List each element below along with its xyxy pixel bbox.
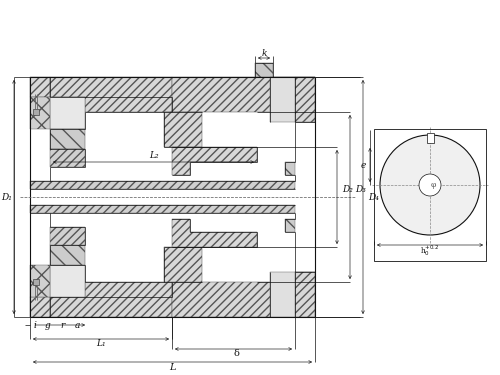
Text: a: a: [74, 321, 80, 330]
Text: i: i: [34, 321, 36, 330]
Polygon shape: [50, 97, 85, 129]
Polygon shape: [30, 205, 295, 213]
Polygon shape: [30, 97, 50, 129]
Polygon shape: [30, 149, 85, 245]
Polygon shape: [285, 162, 295, 175]
Text: D₃: D₃: [355, 184, 366, 194]
Text: D₄: D₄: [368, 192, 379, 201]
Polygon shape: [270, 77, 295, 122]
Text: L₂: L₂: [148, 150, 158, 159]
Text: g: g: [45, 321, 51, 330]
Circle shape: [419, 174, 441, 196]
Text: h$^{+0.2}_{0}$: h$^{+0.2}_{0}$: [420, 243, 440, 258]
Text: φ: φ: [430, 181, 436, 189]
Polygon shape: [255, 63, 273, 77]
Bar: [33, 279, 39, 285]
Polygon shape: [164, 247, 202, 282]
Polygon shape: [50, 149, 85, 167]
Polygon shape: [285, 219, 295, 232]
Polygon shape: [50, 282, 172, 317]
Polygon shape: [172, 272, 315, 317]
Polygon shape: [30, 297, 50, 317]
Text: L: L: [169, 363, 176, 372]
Bar: [374, 129, 486, 261]
Text: k: k: [261, 48, 267, 57]
Polygon shape: [164, 112, 202, 147]
Text: D₁: D₁: [2, 192, 13, 201]
Text: L₁: L₁: [96, 339, 106, 348]
Polygon shape: [30, 77, 50, 97]
Bar: [33, 109, 39, 115]
Bar: [426, 133, 434, 143]
Polygon shape: [295, 272, 315, 317]
Polygon shape: [172, 219, 257, 247]
Polygon shape: [50, 77, 172, 112]
Polygon shape: [30, 181, 295, 189]
Polygon shape: [30, 265, 50, 297]
Text: e: e: [360, 160, 366, 170]
Text: r: r: [60, 321, 64, 330]
Text: δ: δ: [234, 350, 239, 358]
Polygon shape: [50, 245, 85, 265]
Polygon shape: [50, 265, 85, 297]
Polygon shape: [50, 227, 85, 245]
Polygon shape: [50, 129, 85, 149]
Text: D₂: D₂: [342, 184, 353, 194]
Polygon shape: [172, 147, 257, 175]
Polygon shape: [172, 77, 315, 122]
Polygon shape: [295, 77, 315, 122]
Circle shape: [380, 135, 480, 235]
Polygon shape: [270, 272, 295, 317]
